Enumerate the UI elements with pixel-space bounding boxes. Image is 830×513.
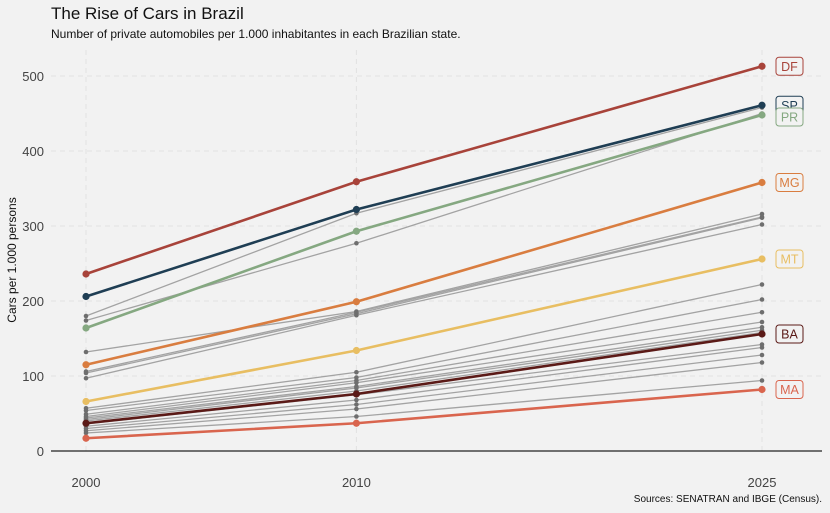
other-state-point — [83, 375, 89, 381]
other-state-point — [759, 222, 765, 227]
series-point-df — [758, 62, 766, 70]
x-tick-label: 2025 — [748, 475, 777, 490]
label-df: DF — [775, 56, 804, 76]
other-state-point — [83, 370, 89, 376]
label-box — [775, 173, 804, 192]
label-box — [775, 324, 804, 344]
y-tick-label: 400 — [22, 144, 44, 159]
series-point-sp — [82, 292, 90, 301]
label-pr: PR — [775, 107, 804, 127]
other-state-point — [83, 318, 89, 323]
label-text: MG — [779, 176, 799, 190]
series-point-ma — [82, 434, 90, 442]
series-point-ba — [758, 330, 766, 338]
other-state-point — [354, 380, 359, 386]
series-point-sp — [352, 205, 360, 214]
y-tick-labels: 0 100 200 300 400 500 — [22, 69, 44, 459]
label-mg: MG — [775, 173, 804, 192]
other-state-point — [759, 215, 765, 221]
other-state-point — [354, 369, 359, 375]
y-axis-label: Cars per 1.000 persons — [5, 197, 19, 322]
label-box — [775, 56, 804, 76]
series-line-mt — [85, 257, 763, 403]
label-box — [775, 249, 804, 269]
label-text: DF — [781, 60, 798, 74]
series-point-mg — [352, 298, 360, 306]
label-box — [775, 380, 804, 399]
series-point-sp — [758, 101, 766, 109]
series-point-pr — [82, 324, 90, 332]
x-tick-labels: 2000 2010 2025 — [72, 475, 777, 490]
grid-lines — [51, 50, 822, 451]
chart-caption: Sources: SENATRAN and IBGE (Census). — [633, 494, 822, 505]
series-line-df — [85, 64, 763, 276]
chart-subtitle: Number of private automobiles per 1.000 … — [51, 27, 461, 41]
series-point-mg — [82, 361, 90, 369]
other-state-point — [759, 297, 765, 302]
other-state-point — [354, 406, 359, 412]
series-point-ma — [758, 385, 766, 394]
other-state-point — [354, 240, 359, 246]
other-state-point — [83, 313, 89, 319]
series-point-mt — [352, 346, 360, 355]
other-state-point — [354, 397, 359, 403]
other-state-point — [83, 408, 89, 413]
other-state-point — [759, 282, 765, 287]
other-state-point — [759, 360, 765, 365]
series-point-df — [82, 270, 90, 278]
series-point-ba — [82, 419, 90, 427]
y-tick-label: 300 — [22, 219, 44, 234]
x-tick-label: 2010 — [342, 475, 371, 490]
series-point-mg — [758, 178, 766, 187]
x-tick-label: 2000 — [72, 475, 101, 490]
y-tick-label: 200 — [22, 294, 44, 309]
label-text: PR — [781, 111, 798, 125]
chart-title: The Rise of Cars in Brazil — [51, 4, 244, 23]
series-point-mt — [758, 255, 766, 263]
series-point-ma — [352, 419, 360, 427]
other-state-point — [354, 312, 359, 318]
series-point-mt — [82, 397, 90, 406]
y-tick-label: 0 — [37, 444, 44, 459]
other-state-point — [759, 319, 765, 325]
other-state-point — [83, 430, 89, 436]
other-state-point — [354, 414, 359, 419]
label-mt: MT — [775, 249, 804, 269]
series-point-pr — [758, 111, 766, 119]
label-box — [775, 107, 804, 127]
label-ma: MA — [775, 380, 804, 399]
series-point-pr — [352, 227, 360, 235]
y-tick-label: 500 — [22, 69, 44, 84]
label-text: MT — [780, 253, 798, 267]
other-state-point — [83, 349, 89, 355]
other-state-point — [759, 378, 765, 383]
label-text: MA — [780, 383, 799, 397]
highlighted-states-series — [82, 62, 766, 442]
other-states-series — [83, 105, 765, 436]
other-state-point — [354, 402, 359, 407]
series-point-df — [352, 178, 360, 186]
y-tick-label: 100 — [22, 369, 44, 384]
series-point-ba — [352, 390, 360, 398]
label-ba: BA — [775, 324, 804, 344]
other-state-point — [759, 309, 765, 315]
label-text: BA — [781, 328, 798, 342]
other-state-point — [759, 345, 765, 350]
other-state-point — [759, 352, 765, 358]
